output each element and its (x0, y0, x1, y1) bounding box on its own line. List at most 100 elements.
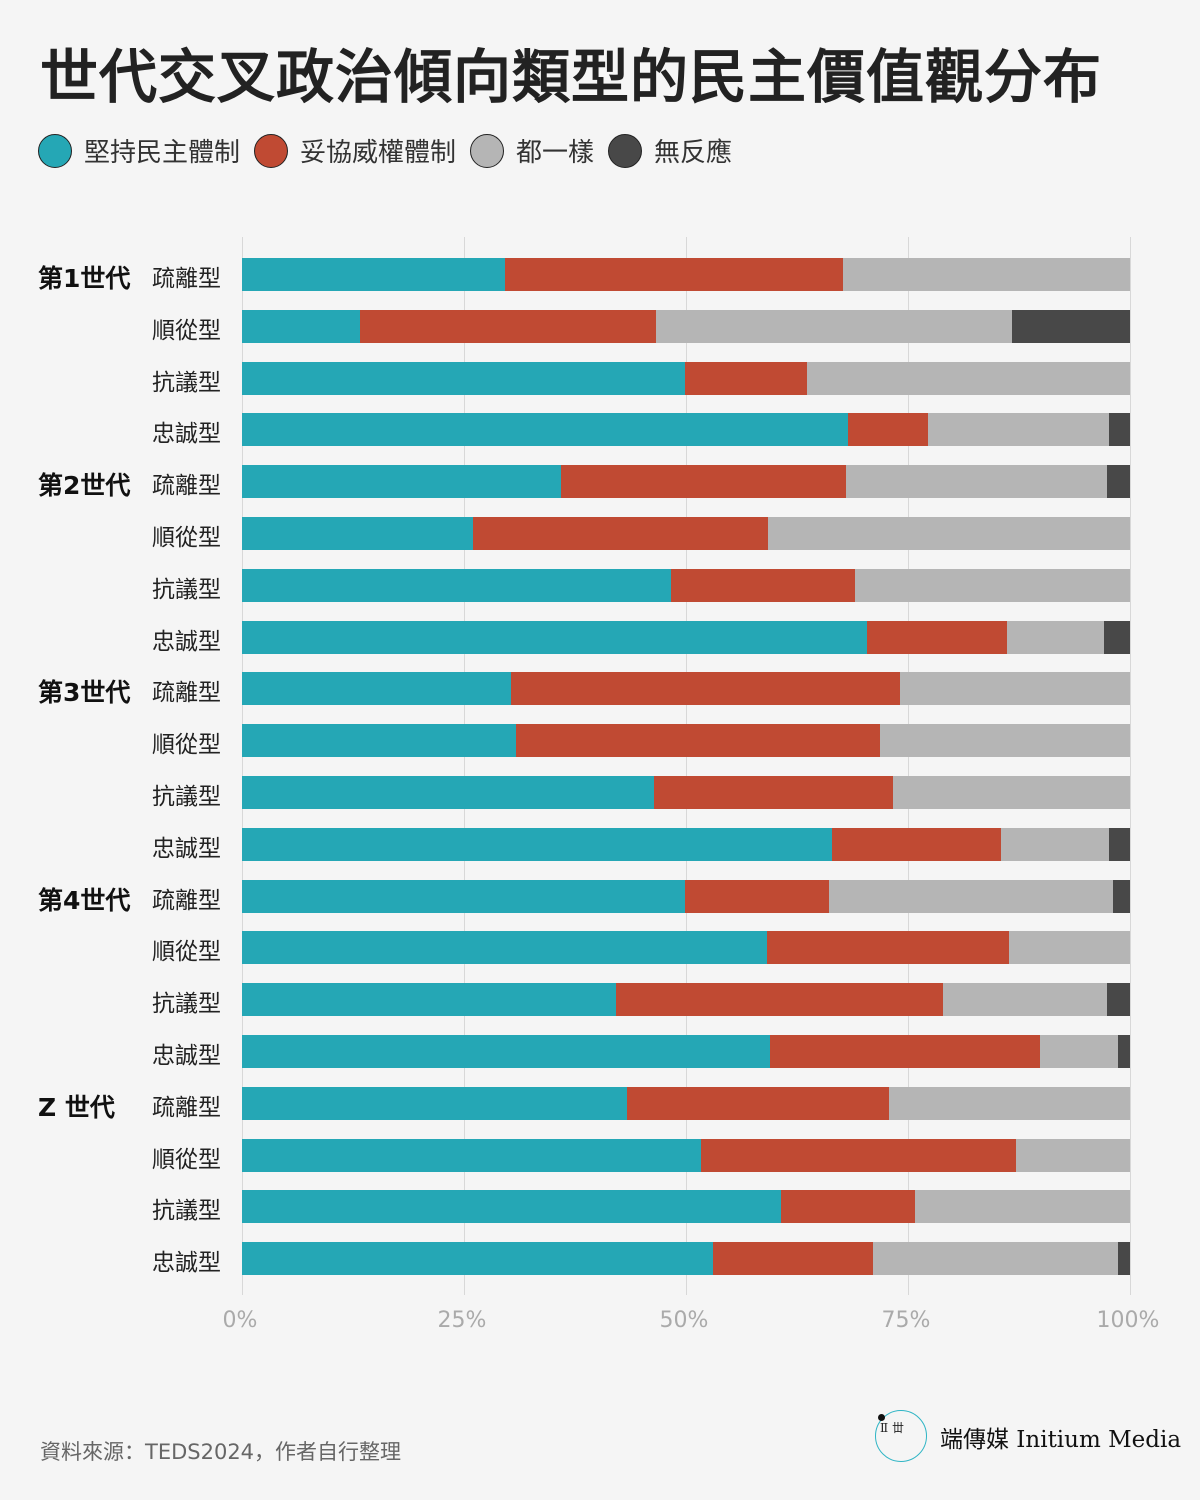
bar-segment-same (854, 568, 1130, 602)
bar-segment-authoritarian (701, 1138, 1017, 1172)
bar-segment-democracy (242, 517, 473, 550)
bar-segment-authoritarian (360, 309, 656, 343)
bar-segment-democracy (242, 776, 655, 809)
bar-segment-authoritarian (627, 1086, 890, 1120)
bar-segment-same (1040, 1035, 1118, 1068)
group-label: 第4世代 (38, 885, 131, 915)
bar-segment-democracy (242, 568, 671, 602)
bar-segment-no-response (1011, 309, 1130, 343)
gridline (1130, 237, 1131, 1295)
type-label: 抗議型 (152, 1198, 221, 1225)
gridline (464, 237, 465, 1295)
bar-segment-same (1009, 931, 1130, 965)
type-label: 疏離型 (152, 473, 221, 500)
bar-segment-authoritarian (770, 1035, 1041, 1068)
bar-segment-authoritarian (504, 258, 844, 291)
bar-segment-same (873, 1242, 1118, 1276)
x-tick-label: 75% (881, 1308, 931, 1333)
bar-segment-democracy (242, 1190, 782, 1224)
bar-segment-democracy (242, 879, 686, 913)
type-label: 順從型 (152, 1146, 221, 1173)
bar-segment-authoritarian (867, 620, 1008, 654)
bar-segment-democracy (242, 258, 505, 291)
bar-segment-same (845, 465, 1107, 499)
bar-segment-authoritarian (511, 672, 900, 706)
legend-item: 無反應 (608, 132, 732, 169)
bar-segment-democracy (242, 309, 361, 343)
bar-segment-authoritarian (670, 568, 855, 602)
bar-segment-same (767, 517, 1130, 550)
bar-segment-democracy (242, 620, 868, 654)
legend-label: 妥協威權體制 (300, 138, 457, 168)
bar-segment-authoritarian (712, 1242, 874, 1276)
type-label: 忠誠型 (152, 1043, 221, 1069)
bar-segment-same (1001, 827, 1109, 861)
bar-segment-same (889, 1086, 1130, 1120)
type-label: 抗議型 (152, 784, 221, 810)
legend: 堅持民主體制 妥協威權體制 都一樣 無反應 (38, 132, 746, 169)
legend-item: 妥協威權體制 (254, 132, 456, 169)
x-tick-label: 50% (659, 1308, 709, 1333)
type-label: 順從型 (152, 317, 221, 344)
bar-segment-same (828, 879, 1114, 913)
bar-segment-same (843, 258, 1130, 291)
type-label: 疏離型 (152, 887, 221, 914)
bar-segment-no-response (1106, 465, 1130, 499)
group-label: 第1世代 (38, 264, 131, 293)
bar-segment-democracy (242, 1035, 771, 1068)
bar-segment-same (892, 776, 1130, 809)
type-label: 疏離型 (152, 1094, 221, 1121)
bar-segment-same (655, 309, 1012, 343)
bar-segment-no-response (1104, 620, 1130, 654)
bar-segment-same (927, 413, 1109, 447)
bar-segment-authoritarian (847, 413, 928, 447)
bar-segment-democracy (242, 827, 832, 861)
bar-segment-democracy (242, 931, 767, 965)
bar-segment-no-response (1117, 1035, 1130, 1068)
bar-segment-authoritarian (654, 776, 893, 809)
group-label: 第2世代 (38, 471, 131, 501)
bar-segment-no-response (1108, 827, 1130, 861)
bar-segment-democracy (242, 1086, 628, 1120)
initium-logo: Ⅱ 丗 (875, 1410, 927, 1462)
bar-segment-democracy (242, 361, 686, 395)
bar-segment-democracy (242, 983, 616, 1017)
bar-segment-democracy (242, 1138, 702, 1172)
bar-segment-same (806, 361, 1130, 395)
x-tick-label: 0% (222, 1308, 258, 1333)
bar-segment-no-response (1117, 1242, 1130, 1276)
group-label: Z 世代 (38, 1092, 115, 1122)
type-label: 忠誠型 (152, 628, 221, 655)
legend-item: 都一樣 (470, 132, 594, 169)
type-label: 順從型 (152, 525, 221, 551)
chart-area: 0% 25% 50% 75% 100% 第1世代 疏離型 順從型 抗議型 忠誠型 第2世代 疏離型 順從… (38, 237, 1160, 1333)
bar-segment-no-response (1106, 983, 1130, 1017)
legend-label: 堅持民主體制 (84, 138, 241, 168)
bar-segment-democracy (242, 1242, 713, 1276)
source-note: 資料來源：TEDS2024，作者自行整理 (40, 1440, 402, 1464)
x-tick-label: 100% (1096, 1308, 1160, 1333)
gridline (242, 237, 243, 1295)
legend-item: 堅持民主體制 (38, 132, 240, 169)
type-label: 抗議型 (152, 369, 221, 396)
bar-segment-democracy (242, 672, 512, 706)
bar-segment-authoritarian (831, 827, 1002, 861)
bar-segment-democracy (242, 465, 561, 499)
bar-segment-authoritarian (560, 465, 846, 499)
bar-segment-authoritarian (472, 517, 768, 550)
bar-segment-no-response (1113, 879, 1130, 913)
legend-swatch (470, 133, 505, 168)
chart-title: 世代交叉政治傾向類型的民主價值觀分布 (40, 43, 1103, 111)
bar-segment-same (915, 1190, 1130, 1224)
bar-segment-democracy (242, 413, 848, 447)
type-label: 忠誠型 (152, 835, 221, 862)
type-label: 抗議型 (152, 991, 221, 1018)
type-label: 順從型 (152, 939, 221, 966)
legend-swatch (254, 133, 289, 168)
gridline (908, 237, 909, 1295)
bar-segment-authoritarian (781, 1190, 916, 1224)
bar-segment-same (900, 672, 1130, 706)
bar-segment-democracy (242, 724, 517, 758)
type-label: 疏離型 (152, 680, 221, 707)
legend-label: 無反應 (654, 138, 733, 168)
